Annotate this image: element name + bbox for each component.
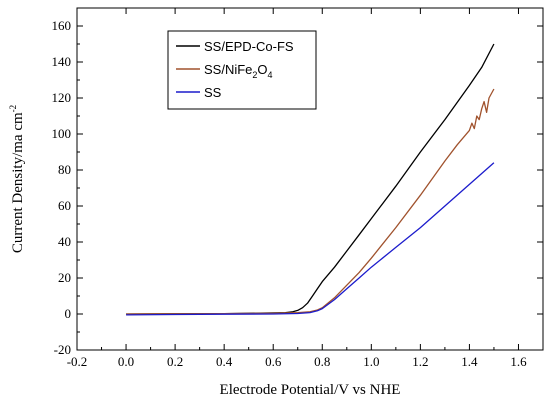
x-tick-label: 0.8	[314, 354, 330, 369]
legend-label-part: 4	[268, 70, 273, 80]
y-axis-title-main: Current Density/ma cm	[10, 112, 26, 253]
y-tick-label: 100	[52, 126, 72, 141]
y-tick-label: 40	[58, 234, 71, 249]
y-tick-label: 140	[52, 54, 72, 69]
axis-ticks	[76, 8, 543, 351]
x-tick-label: 1.0	[363, 354, 379, 369]
x-tick-label: 1.4	[461, 354, 478, 369]
x-axis-title: Electrode Potential/V vs NHE	[220, 382, 401, 398]
series-line-ss	[126, 162, 495, 316]
y-tick-labels: -20 0 20 40 60 80 100 120 140 160	[52, 18, 72, 357]
legend-label: SS/EPD-Co-FS	[204, 39, 294, 54]
legend-label-text: SS	[204, 85, 222, 100]
y-tick-label: 0	[65, 306, 72, 321]
legend: SS/EPD-Co-FS SS/NiFe2O4 SS	[167, 30, 317, 110]
legend-label-part: O	[257, 62, 267, 77]
x-tick-label: 1.6	[510, 354, 527, 369]
y-tick-label: 60	[58, 198, 71, 213]
y-axis-title-sup: -2	[8, 105, 18, 113]
y-tick-label: -20	[54, 342, 71, 357]
x-tick-label: 0.2	[167, 354, 183, 369]
legend-label-part: 2	[252, 70, 257, 80]
x-tick-label: 0.6	[265, 354, 282, 369]
legend-label: SS	[204, 85, 222, 100]
y-tick-label: 120	[52, 90, 72, 105]
legend-label: SS/NiFe2O4	[204, 62, 273, 80]
y-tick-label: 160	[52, 18, 72, 33]
series-layer	[126, 43, 495, 316]
legend-label-text: SS/EPD-Co-FS	[204, 39, 294, 54]
x-tick-label: -0.2	[67, 354, 88, 369]
x-tick-labels: -0.2 0.0 0.2 0.4 0.6 0.8 1.0 1.2 1.4 1.6	[67, 354, 527, 369]
legend-box	[167, 30, 317, 110]
series-line-ss-nife2o4	[126, 88, 495, 315]
legend-label-text: SS/NiFe	[204, 62, 252, 77]
x-tick-label: 0.0	[118, 354, 134, 369]
x-tick-label: 1.2	[412, 354, 428, 369]
y-tick-label: 80	[58, 162, 71, 177]
plot-frame	[76, 7, 544, 351]
y-tick-label: 20	[58, 270, 71, 285]
x-tick-label: 0.4	[216, 354, 233, 369]
y-axis-title: Current Density/ma cm-2	[8, 105, 26, 253]
